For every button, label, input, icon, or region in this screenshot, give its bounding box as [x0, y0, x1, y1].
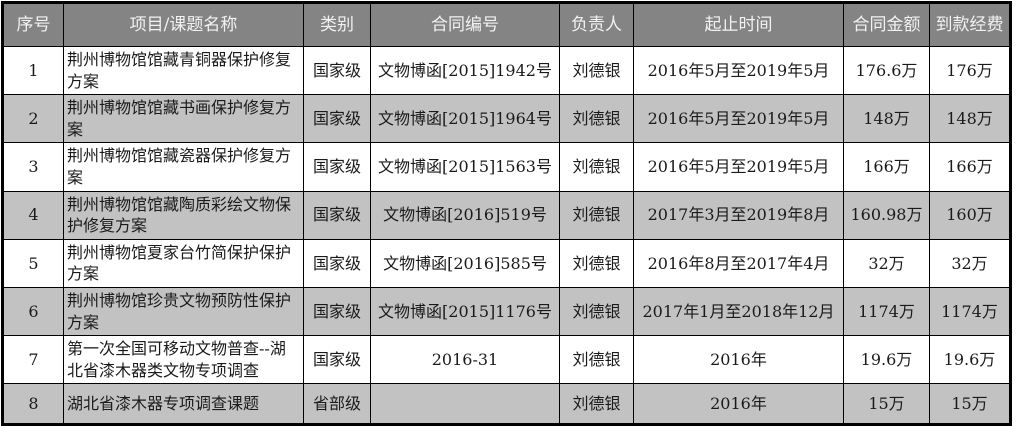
- cell-leader: 刘德银: [559, 286, 634, 337]
- cell-contract_amount: 166万: [843, 142, 930, 192]
- cell-contract_amount: 148万: [843, 94, 930, 144]
- cell-index: 4: [2, 190, 64, 240]
- table-body: 1 荆州博物馆馆藏青铜器保护修复方案 国家级 文物博函[2015]1942号 刘德银 20…: [2, 45, 1011, 426]
- cell-category: 国家级: [303, 190, 371, 240]
- column-header-contract_no: 合同编号: [370, 2, 560, 47]
- cell-contract_no: 文物博函[2015]1942号: [370, 45, 560, 96]
- table-row: 6 荆州博物馆珍贵文物预防性保护方案 国家级 文物博函[2015]1176号 刘德银 20…: [2, 286, 1011, 337]
- cell-category: 省部级: [303, 383, 371, 426]
- cell-index: 6: [2, 286, 64, 337]
- cell-category: 国家级: [303, 94, 371, 144]
- cell-contract_amount: 32万: [843, 238, 930, 288]
- cell-contract_amount: 1174万: [843, 286, 930, 337]
- cell-index: 8: [2, 383, 64, 426]
- column-header-category: 类别: [303, 2, 371, 47]
- table-header-row: 序号 项目/课题名称 类别 合同编号 负责人 起止时间 合同金额 到款经费: [2, 2, 1011, 47]
- cell-index: 5: [2, 238, 64, 288]
- column-header-index: 序号: [2, 2, 64, 47]
- cell-category: 国家级: [303, 335, 371, 385]
- cell-received_funds: 32万: [929, 238, 1011, 288]
- table-row: 7 第一次全国可移动文物普查--湖北省漆木器类文物专项调查 国家级 2016-31 刘德…: [2, 335, 1011, 385]
- cell-duration: 2016年: [633, 383, 844, 426]
- cell-received_funds: 160万: [929, 190, 1011, 240]
- cell-index: 3: [2, 142, 64, 192]
- table-row: 3 荆州博物馆馆藏瓷器保护修复方案 国家级 文物博函[2015]1563号 刘德银 201…: [2, 142, 1011, 192]
- cell-name: 荆州博物馆馆藏瓷器保护修复方案: [63, 142, 304, 192]
- cell-name: 荆州博物馆馆藏青铜器保护修复方案: [63, 45, 304, 96]
- cell-leader: 刘德银: [559, 383, 634, 426]
- cell-category: 国家级: [303, 238, 371, 288]
- cell-contract_no: 文物博函[2015]1563号: [370, 142, 560, 192]
- cell-contract_no: 文物博函[2015]1964号: [370, 94, 560, 144]
- cell-received_funds: 176万: [929, 45, 1011, 96]
- table-row: 4 荆州博物馆馆藏陶质彩绘文物保护修复方案 国家级 文物博函[2016]519号 刘德银…: [2, 190, 1011, 240]
- cell-duration: 2017年3月至2019年8月: [633, 190, 844, 240]
- cell-index: 7: [2, 335, 64, 385]
- cell-leader: 刘德银: [559, 335, 634, 385]
- cell-index: 2: [2, 94, 64, 144]
- column-header-duration: 起止时间: [633, 2, 844, 47]
- cell-leader: 刘德银: [559, 45, 634, 96]
- cell-index: 1: [2, 45, 64, 96]
- cell-leader: 刘德银: [559, 238, 634, 288]
- table-row: 8 湖北省漆木器专项调查课题 省部级 刘德银 2016年 15万 15万: [2, 383, 1011, 426]
- cell-received_funds: 166万: [929, 142, 1011, 192]
- cell-duration: 2016年5月至2019年5月: [633, 142, 844, 192]
- cell-received_funds: 148万: [929, 94, 1011, 144]
- cell-leader: 刘德银: [559, 190, 634, 240]
- cell-contract_no: 文物博函[2016]519号: [370, 190, 560, 240]
- cell-category: 国家级: [303, 45, 371, 96]
- cell-name: 荆州博物馆馆藏书画保护修复方案: [63, 94, 304, 144]
- column-header-contract_amount: 合同金额: [843, 2, 930, 47]
- cell-received_funds: 15万: [929, 383, 1011, 426]
- cell-contract_no: 文物博函[2016]585号: [370, 238, 560, 288]
- cell-contract_amount: 15万: [843, 383, 930, 426]
- cell-leader: 刘德银: [559, 94, 634, 144]
- cell-received_funds: 1174万: [929, 286, 1011, 337]
- table-row: 5 荆州博物馆夏家台竹简保护保护方案 国家级 文物博函[2016]585号 刘德银 201…: [2, 238, 1011, 288]
- table-row: 1 荆州博物馆馆藏青铜器保护修复方案 国家级 文物博函[2015]1942号 刘德银 20…: [2, 45, 1011, 96]
- cell-contract_amount: 160.98万: [843, 190, 930, 240]
- cell-name: 湖北省漆木器专项调查课题: [63, 383, 304, 426]
- cell-leader: 刘德银: [559, 142, 634, 192]
- cell-contract_no: 2016-31: [370, 335, 560, 385]
- cell-duration: 2016年8月至2017年4月: [633, 238, 844, 288]
- cell-duration: 2017年1月至2018年12月: [633, 286, 844, 337]
- cell-received_funds: 19.6万: [929, 335, 1011, 385]
- column-header-leader: 负责人: [559, 2, 634, 47]
- cell-contract_amount: 19.6万: [843, 335, 930, 385]
- cell-duration: 2016年5月至2019年5月: [633, 45, 844, 96]
- cell-contract_amount: 176.6万: [843, 45, 930, 96]
- cell-name: 荆州博物馆珍贵文物预防性保护方案: [63, 286, 304, 337]
- cell-contract_no: 文物博函[2015]1176号: [370, 286, 560, 337]
- table-row: 2 荆州博物馆馆藏书画保护修复方案 国家级 文物博函[2015]1964号 刘德银 201…: [2, 94, 1011, 144]
- table-header: 序号 项目/课题名称 类别 合同编号 负责人 起止时间 合同金额 到款经费: [2, 2, 1011, 47]
- cell-category: 国家级: [303, 142, 371, 192]
- cell-name: 荆州博物馆夏家台竹简保护保护方案: [63, 238, 304, 288]
- cell-duration: 2016年: [633, 335, 844, 385]
- column-header-received_funds: 到款经费: [929, 2, 1011, 47]
- cell-contract_no: [370, 383, 560, 426]
- cell-category: 国家级: [303, 286, 371, 337]
- cell-name: 荆州博物馆馆藏陶质彩绘文物保护修复方案: [63, 190, 304, 240]
- column-header-name: 项目/课题名称: [63, 2, 304, 47]
- cell-duration: 2016年5月至2019年5月: [633, 94, 844, 144]
- cell-name: 第一次全国可移动文物普查--湖北省漆木器类文物专项调查: [63, 335, 304, 385]
